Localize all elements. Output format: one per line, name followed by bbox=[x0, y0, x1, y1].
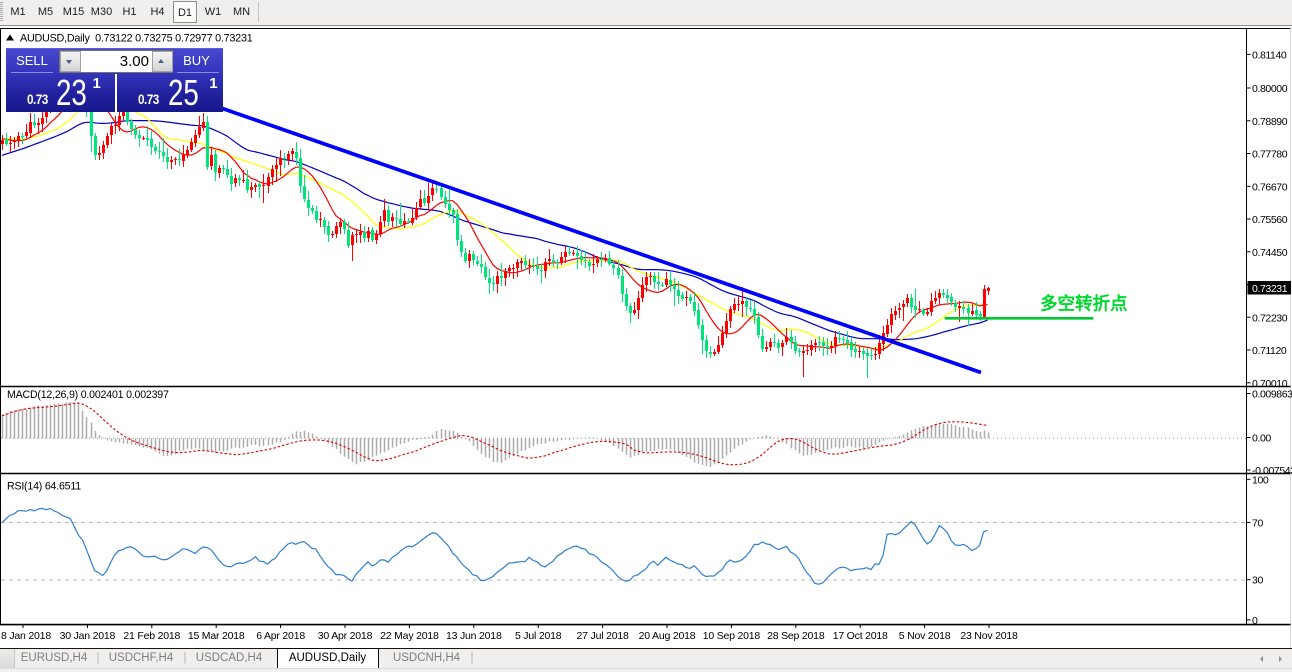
svg-text:30: 30 bbox=[1252, 575, 1263, 587]
svg-text:30 Jan 2018: 30 Jan 2018 bbox=[60, 630, 116, 642]
svg-text:10 Sep 2018: 10 Sep 2018 bbox=[703, 630, 761, 642]
svg-text:MACD(12,26,9) 0.002401 0.00239: MACD(12,26,9) 0.002401 0.002397 bbox=[7, 389, 169, 401]
svg-text:多空转折点: 多空转折点 bbox=[1040, 294, 1128, 314]
svg-text:0: 0 bbox=[1252, 615, 1258, 627]
svg-text:27 Jul 2018: 27 Jul 2018 bbox=[577, 630, 629, 642]
svg-text:-0.007543: -0.007543 bbox=[1252, 465, 1292, 477]
svg-text:AUDUSD,Daily 0.73122 0.73275: AUDUSD,Daily 0.73122 0.73275 0.72977 0.7… bbox=[20, 33, 253, 45]
svg-text:28 Sep 2018: 28 Sep 2018 bbox=[767, 630, 825, 642]
svg-text:0.77780: 0.77780 bbox=[1252, 149, 1288, 161]
svg-text:8 Jan 2018: 8 Jan 2018 bbox=[1, 630, 51, 642]
svg-text:0.71120: 0.71120 bbox=[1252, 345, 1287, 357]
svg-text:15 Mar 2018: 15 Mar 2018 bbox=[188, 630, 245, 642]
svg-text:100: 100 bbox=[1252, 474, 1269, 486]
svg-text:5 Nov 2018: 5 Nov 2018 bbox=[899, 630, 951, 642]
svg-text:0.74450: 0.74450 bbox=[1252, 247, 1288, 259]
svg-text:20 Aug 2018: 20 Aug 2018 bbox=[639, 630, 696, 642]
svg-text:13 Jun 2018: 13 Jun 2018 bbox=[446, 630, 502, 642]
svg-text:30 Apr 2018: 30 Apr 2018 bbox=[318, 630, 373, 642]
svg-text:5 Jul 2018: 5 Jul 2018 bbox=[515, 630, 562, 642]
svg-text:0.72230: 0.72230 bbox=[1252, 312, 1288, 324]
svg-text:0.70010: 0.70010 bbox=[1252, 378, 1288, 390]
svg-text:0.73231: 0.73231 bbox=[1252, 283, 1288, 295]
svg-text:21 Feb 2018: 21 Feb 2018 bbox=[123, 630, 180, 642]
svg-text:0.80000: 0.80000 bbox=[1252, 83, 1288, 95]
svg-text:0.009863: 0.009863 bbox=[1252, 389, 1292, 401]
svg-text:22 May 2018: 22 May 2018 bbox=[380, 630, 439, 642]
svg-text:6 Apr 2018: 6 Apr 2018 bbox=[256, 630, 305, 642]
svg-text:0.81140: 0.81140 bbox=[1252, 49, 1287, 61]
svg-text:0.78890: 0.78890 bbox=[1252, 116, 1288, 128]
svg-text:RSI(14) 64.6511: RSI(14) 64.6511 bbox=[7, 481, 81, 493]
svg-text:70: 70 bbox=[1252, 517, 1263, 529]
svg-text:0.75560: 0.75560 bbox=[1252, 214, 1288, 226]
svg-text:0.76670: 0.76670 bbox=[1252, 181, 1288, 193]
svg-text:0.00: 0.00 bbox=[1252, 433, 1271, 445]
svg-text:23 Nov 2018: 23 Nov 2018 bbox=[960, 630, 1018, 642]
svg-text:17 Oct 2018: 17 Oct 2018 bbox=[833, 630, 888, 642]
